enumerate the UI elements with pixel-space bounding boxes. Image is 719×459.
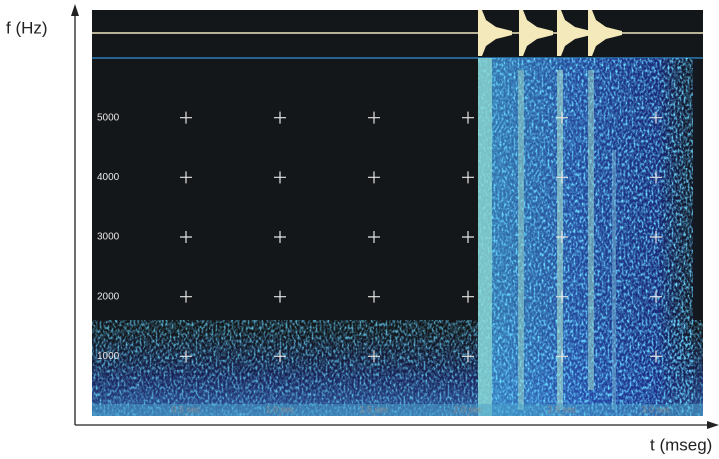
- grid-cross: [180, 171, 192, 184]
- grid-cross: [274, 111, 286, 124]
- x-tick-label: 0.5 sec: [171, 404, 201, 414]
- grid-cross: [650, 290, 662, 303]
- y-tick-label: 2000: [97, 291, 120, 302]
- grid-cross: [650, 111, 662, 124]
- x-axis-title: t (mseg): [650, 435, 712, 454]
- grid-cross: [650, 350, 662, 363]
- grid-cross: [556, 171, 568, 184]
- x-tick-label: 3.0 sec: [641, 404, 671, 414]
- grid-cross: [368, 350, 380, 363]
- grid-cross: [274, 350, 286, 363]
- grid-cross: [650, 171, 662, 184]
- x-tick-label: 2.5 sec: [547, 404, 577, 414]
- grid-cross: [274, 171, 286, 184]
- grid-cross: [556, 350, 568, 363]
- y-axis-title: f (Hz): [6, 18, 48, 37]
- grid-cross: [462, 290, 474, 303]
- y-tick-label: 3000: [97, 232, 120, 243]
- x-tick-label: 2.0 sec: [453, 404, 483, 414]
- grid-cross: [462, 171, 474, 184]
- grid-cross: [556, 290, 568, 303]
- grid-cross: [462, 111, 474, 124]
- y-tick-label: 4000: [97, 172, 120, 183]
- grid-cross: [556, 231, 568, 243]
- x-tick-label: 1.5 sec: [359, 404, 389, 414]
- grid-cross: [180, 231, 192, 243]
- grid-cross: [462, 350, 474, 363]
- grid-cross: [274, 231, 286, 243]
- grid-cross: [462, 231, 474, 243]
- grid-cross: [556, 111, 568, 124]
- grid-cross: [180, 111, 192, 124]
- grid-cross: [368, 111, 380, 124]
- x-tick-label: 1.0 sec: [265, 404, 295, 414]
- grid-cross: [368, 171, 380, 184]
- grid-cross: [180, 290, 192, 303]
- axes: [71, 4, 719, 429]
- grid-cross: [180, 350, 192, 363]
- grid-cross: [368, 290, 380, 303]
- y-tick-label: 1000: [97, 351, 120, 362]
- grid-cross: [650, 231, 662, 243]
- grid-cross: [274, 290, 286, 303]
- y-tick-label: 5000: [97, 112, 120, 123]
- grid-cross: [368, 231, 380, 243]
